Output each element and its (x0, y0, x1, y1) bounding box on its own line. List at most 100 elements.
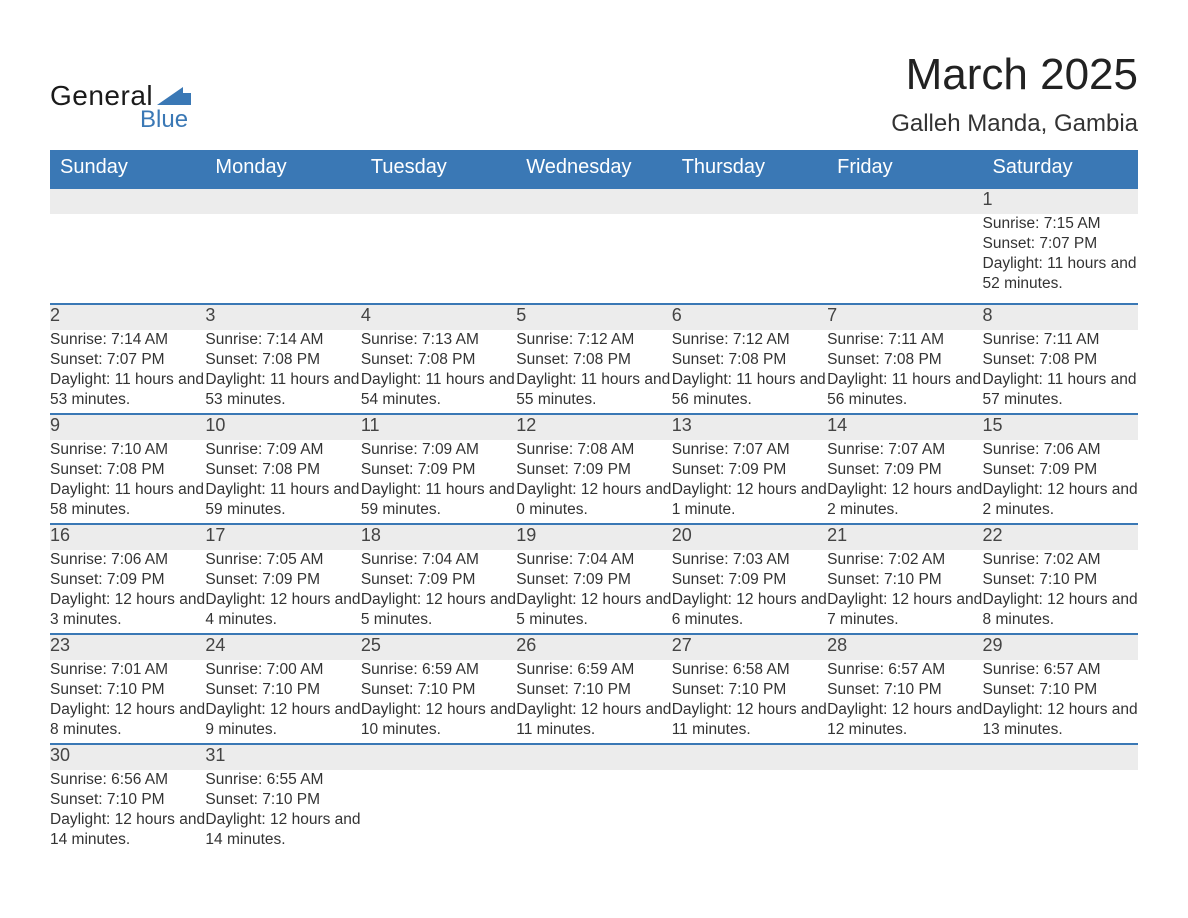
day-number-cell (827, 744, 982, 770)
sunset-text: Sunset: 7:10 PM (50, 680, 205, 700)
day-number: 3 (205, 305, 215, 325)
sunrise-text: Sunrise: 7:02 AM (983, 550, 1138, 570)
day-number: 14 (827, 415, 847, 435)
sunset-text: Sunset: 7:08 PM (672, 350, 827, 370)
day-number: 21 (827, 525, 847, 545)
sunrise-text: Sunrise: 7:06 AM (983, 440, 1138, 460)
sunrise-text: Sunrise: 7:08 AM (516, 440, 671, 460)
day-number: 13 (672, 415, 692, 435)
day-details-cell: Sunrise: 7:03 AMSunset: 7:09 PMDaylight:… (672, 550, 827, 634)
calendar-table: Sunday Monday Tuesday Wednesday Thursday… (50, 150, 1138, 854)
day-number-cell: 13 (672, 414, 827, 440)
day-number-cell: 8 (983, 304, 1138, 330)
sunrise-text: Sunrise: 7:01 AM (50, 660, 205, 680)
day-details-cell: Sunrise: 6:59 AMSunset: 7:10 PMDaylight:… (516, 660, 671, 744)
logo-text-blue: Blue (140, 106, 188, 134)
day-number-cell: 26 (516, 634, 671, 660)
week-details-row: Sunrise: 7:10 AMSunset: 7:08 PMDaylight:… (50, 440, 1138, 524)
day-number-cell: 14 (827, 414, 982, 440)
daylight-text: Daylight: 12 hours and 5 minutes. (516, 590, 671, 630)
day-number: 22 (983, 525, 1003, 545)
day-number: 11 (361, 415, 380, 435)
day-details-cell: Sunrise: 6:57 AMSunset: 7:10 PMDaylight:… (983, 660, 1138, 744)
day-number: 19 (516, 525, 536, 545)
sunset-text: Sunset: 7:08 PM (516, 350, 671, 370)
day-number: 20 (672, 525, 692, 545)
daylight-text: Daylight: 11 hours and 58 minutes. (50, 480, 205, 520)
day-details-cell: Sunrise: 7:04 AMSunset: 7:09 PMDaylight:… (361, 550, 516, 634)
day-number-cell (672, 744, 827, 770)
sunset-text: Sunset: 7:10 PM (361, 680, 516, 700)
sunrise-text: Sunrise: 7:09 AM (361, 440, 516, 460)
sunset-text: Sunset: 7:09 PM (672, 460, 827, 480)
day-header-row: Sunday Monday Tuesday Wednesday Thursday… (50, 150, 1138, 188)
sunset-text: Sunset: 7:08 PM (827, 350, 982, 370)
day-details-cell (672, 214, 827, 304)
week-details-row: Sunrise: 7:06 AMSunset: 7:09 PMDaylight:… (50, 550, 1138, 634)
day-number-cell: 10 (205, 414, 360, 440)
sunset-text: Sunset: 7:07 PM (983, 234, 1138, 254)
logo: General Blue (50, 50, 191, 134)
logo-text-general: General (50, 80, 153, 112)
day-details-cell (827, 214, 982, 304)
day-number: 15 (983, 415, 1003, 435)
day-number-cell: 12 (516, 414, 671, 440)
sunrise-text: Sunrise: 7:05 AM (205, 550, 360, 570)
daylight-text: Daylight: 11 hours and 59 minutes. (361, 480, 516, 520)
day-number-cell: 4 (361, 304, 516, 330)
sunrise-text: Sunrise: 6:58 AM (672, 660, 827, 680)
day-number: 9 (50, 415, 60, 435)
week-details-row: Sunrise: 7:15 AMSunset: 7:07 PMDaylight:… (50, 214, 1138, 304)
day-number-cell: 6 (672, 304, 827, 330)
day-details-cell (983, 770, 1138, 854)
calendar-thead: Sunday Monday Tuesday Wednesday Thursday… (50, 150, 1138, 188)
day-details-cell: Sunrise: 7:02 AMSunset: 7:10 PMDaylight:… (827, 550, 982, 634)
day-details-cell (361, 214, 516, 304)
week-daynum-row: 2345678 (50, 304, 1138, 330)
sunset-text: Sunset: 7:08 PM (361, 350, 516, 370)
day-number-cell: 31 (205, 744, 360, 770)
day-details-cell: Sunrise: 7:14 AMSunset: 7:08 PMDaylight:… (205, 330, 360, 414)
day-header-thu: Thursday (672, 150, 827, 188)
sunrise-text: Sunrise: 6:56 AM (50, 770, 205, 790)
week-daynum-row: 16171819202122 (50, 524, 1138, 550)
sunset-text: Sunset: 7:09 PM (361, 570, 516, 590)
day-header-sat: Saturday (983, 150, 1138, 188)
daylight-text: Daylight: 12 hours and 1 minute. (672, 480, 827, 520)
day-details-cell: Sunrise: 7:12 AMSunset: 7:08 PMDaylight:… (672, 330, 827, 414)
week-daynum-row: 9101112131415 (50, 414, 1138, 440)
day-number-cell: 21 (827, 524, 982, 550)
day-number-cell: 5 (516, 304, 671, 330)
day-number: 27 (672, 635, 692, 655)
day-details-cell: Sunrise: 7:12 AMSunset: 7:08 PMDaylight:… (516, 330, 671, 414)
day-details-cell: Sunrise: 7:08 AMSunset: 7:09 PMDaylight:… (516, 440, 671, 524)
sunset-text: Sunset: 7:09 PM (827, 460, 982, 480)
daylight-text: Daylight: 11 hours and 59 minutes. (205, 480, 360, 520)
sunrise-text: Sunrise: 7:04 AM (516, 550, 671, 570)
day-details-cell: Sunrise: 7:01 AMSunset: 7:10 PMDaylight:… (50, 660, 205, 744)
daylight-text: Daylight: 11 hours and 56 minutes. (827, 370, 982, 410)
day-details-cell: Sunrise: 6:57 AMSunset: 7:10 PMDaylight:… (827, 660, 982, 744)
day-number: 26 (516, 635, 536, 655)
day-number-cell (516, 188, 671, 214)
sunset-text: Sunset: 7:10 PM (983, 570, 1138, 590)
week-details-row: Sunrise: 7:14 AMSunset: 7:07 PMDaylight:… (50, 330, 1138, 414)
day-number-cell: 3 (205, 304, 360, 330)
day-number-cell (672, 188, 827, 214)
daylight-text: Daylight: 11 hours and 54 minutes. (361, 370, 516, 410)
day-number-cell: 18 (361, 524, 516, 550)
day-number: 4 (361, 305, 371, 325)
sunrise-text: Sunrise: 7:11 AM (983, 330, 1138, 350)
day-number: 1 (983, 189, 993, 209)
day-number-cell: 20 (672, 524, 827, 550)
sunrise-text: Sunrise: 7:11 AM (827, 330, 982, 350)
day-details-cell (516, 214, 671, 304)
title-block: March 2025 Galleh Manda, Gambia (891, 50, 1138, 138)
sunrise-text: Sunrise: 6:57 AM (827, 660, 982, 680)
day-details-cell: Sunrise: 6:55 AMSunset: 7:10 PMDaylight:… (205, 770, 360, 854)
day-details-cell: Sunrise: 6:58 AMSunset: 7:10 PMDaylight:… (672, 660, 827, 744)
day-number-cell (516, 744, 671, 770)
day-number: 6 (672, 305, 682, 325)
daylight-text: Daylight: 12 hours and 6 minutes. (672, 590, 827, 630)
day-number: 2 (50, 305, 60, 325)
